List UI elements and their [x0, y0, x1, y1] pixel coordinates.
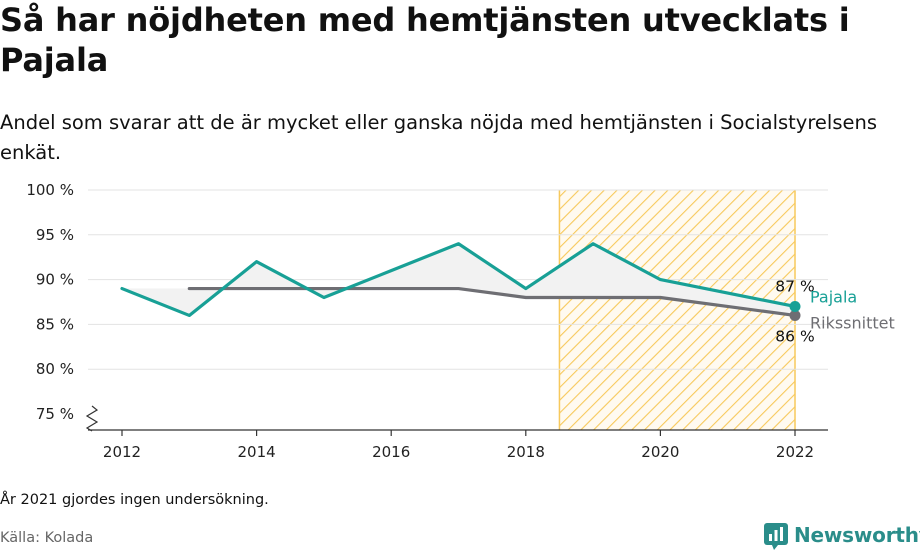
x-tick-label: 2018: [507, 443, 545, 461]
y-tick-label: 95 %: [36, 226, 74, 244]
newsworthy-logo-text: Newsworthy: [794, 523, 920, 547]
series-line-rikssnittet: [187, 286, 797, 318]
axis-break-icon: [85, 405, 99, 432]
x-tick-label: 2022: [776, 443, 814, 461]
y-tick-label: 100 %: [26, 181, 74, 199]
series-line-pajala-end-point: [789, 300, 801, 312]
source-note: Källa: Kolada: [0, 530, 94, 546]
newsworthy-logo-icon: [764, 523, 788, 550]
series-line-rikssnittet-end-point: [789, 309, 801, 321]
series-label-pajala: Pajala: [810, 287, 857, 306]
chart-subtitle: Andel som svarar att de är mycket eller …: [0, 111, 878, 164]
y-tick-label: 75 %: [36, 405, 74, 423]
y-tick-label: 80 %: [36, 360, 74, 378]
x-tick-label: 2020: [641, 443, 679, 461]
series-label-rikssnittet: Rikssnittet: [810, 313, 895, 332]
x-tick-label: 2016: [372, 443, 410, 461]
data-label-rikssnittet: 86 %: [775, 327, 814, 345]
x-tick-label: 2014: [238, 443, 276, 461]
x-tick-label: 2012: [103, 443, 141, 461]
newsworthy-logo[interactable]: Newsworthy: [764, 519, 920, 551]
data-label-pajala: 87 %: [775, 277, 814, 295]
chart-title: Så har nöjdheten med hemtjänsten utveckl…: [0, 1, 850, 79]
y-tick-label: 85 %: [36, 315, 74, 333]
series-line-pajala: [120, 242, 797, 318]
footnote: År 2021 gjordes ingen undersökning.: [0, 492, 269, 508]
line-chart: 75 % 80 % 85 % 90 % 95 % 100 % 2012 2014 2016 20…: [26, 181, 895, 461]
y-tick-label: 90 %: [36, 271, 74, 289]
